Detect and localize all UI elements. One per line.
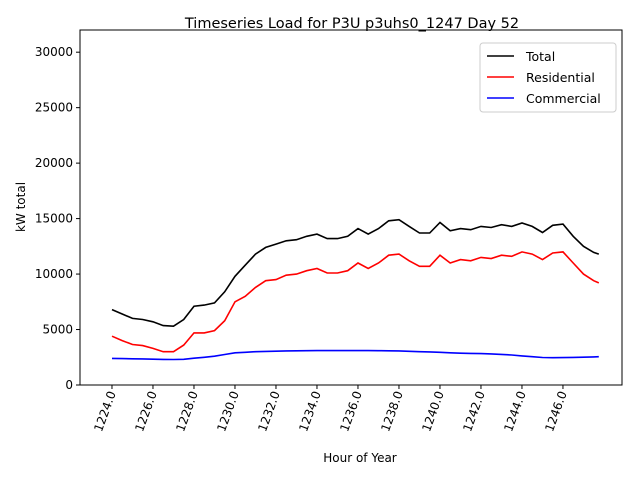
y-tick-label: 10000 <box>35 267 73 281</box>
series-line-total <box>111 218 600 328</box>
y-tick-label: 20000 <box>35 156 73 170</box>
x-axis-label: Hour of Year <box>323 451 397 465</box>
y-tick-label: 25000 <box>35 101 73 115</box>
y-tick-label: 5000 <box>42 323 73 337</box>
chart-title: Timeseries Load for P3U p3uhs0_1247 Day … <box>184 16 519 32</box>
legend-box <box>479 42 617 113</box>
x-tick-label: 1234.0 <box>296 389 324 433</box>
y-tick-label: 30000 <box>35 45 73 59</box>
x-tick-label: 1230.0 <box>214 389 242 433</box>
x-tick-label: 1232.0 <box>255 389 283 433</box>
x-tick-label: 1240.0 <box>419 389 447 433</box>
legend-label-total: Total <box>525 49 555 64</box>
plot-frame <box>79 29 623 386</box>
x-tick-label: 1236.0 <box>337 389 365 433</box>
x-tick-label: 1224.0 <box>91 389 119 433</box>
x-tick-label: 1246.0 <box>542 389 570 433</box>
series-line-residential <box>111 251 600 353</box>
x-tick-label: 1238.0 <box>378 389 406 433</box>
y-tick-label: 15000 <box>35 212 73 226</box>
x-tick-label: 1244.0 <box>501 389 529 433</box>
legend: Total Residential Commercial <box>479 42 617 113</box>
x-tick-label: 1226.0 <box>132 389 160 433</box>
legend-label-commercial: Commercial <box>526 91 601 106</box>
series-line-commercial <box>111 349 599 361</box>
legend-label-residential: Residential <box>526 70 595 85</box>
x-tick-label: 1242.0 <box>460 389 488 433</box>
y-tick-label: 0 <box>65 378 73 392</box>
y-axis-label: kW total <box>14 182 28 232</box>
x-tick-label: 1228.0 <box>173 389 201 433</box>
